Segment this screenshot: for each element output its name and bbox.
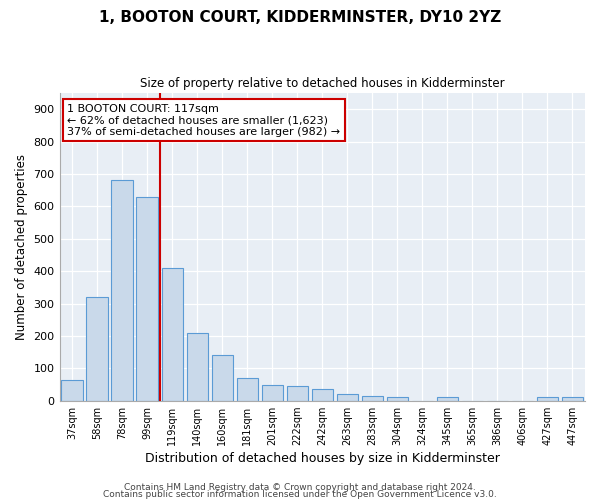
- Bar: [236, 378, 258, 400]
- Bar: [311, 390, 333, 400]
- Text: 1 BOOTON COURT: 117sqm
← 62% of detached houses are smaller (1,623)
37% of semi-: 1 BOOTON COURT: 117sqm ← 62% of detached…: [67, 104, 341, 137]
- Bar: [337, 394, 358, 400]
- Bar: [187, 332, 208, 400]
- Bar: [562, 398, 583, 400]
- Bar: [262, 384, 283, 400]
- Bar: [112, 180, 133, 400]
- Bar: [212, 356, 233, 401]
- X-axis label: Distribution of detached houses by size in Kidderminster: Distribution of detached houses by size …: [145, 452, 500, 465]
- Y-axis label: Number of detached properties: Number of detached properties: [15, 154, 28, 340]
- Bar: [86, 297, 108, 401]
- Bar: [287, 386, 308, 400]
- Bar: [362, 396, 383, 400]
- Text: 1, BOOTON COURT, KIDDERMINSTER, DY10 2YZ: 1, BOOTON COURT, KIDDERMINSTER, DY10 2YZ: [99, 10, 501, 25]
- Text: Contains public sector information licensed under the Open Government Licence v3: Contains public sector information licen…: [103, 490, 497, 499]
- Bar: [387, 398, 408, 400]
- Bar: [161, 268, 183, 400]
- Text: Contains HM Land Registry data © Crown copyright and database right 2024.: Contains HM Land Registry data © Crown c…: [124, 484, 476, 492]
- Bar: [136, 196, 158, 400]
- Bar: [437, 398, 458, 400]
- Bar: [61, 380, 83, 400]
- Title: Size of property relative to detached houses in Kidderminster: Size of property relative to detached ho…: [140, 78, 505, 90]
- Bar: [537, 398, 558, 400]
